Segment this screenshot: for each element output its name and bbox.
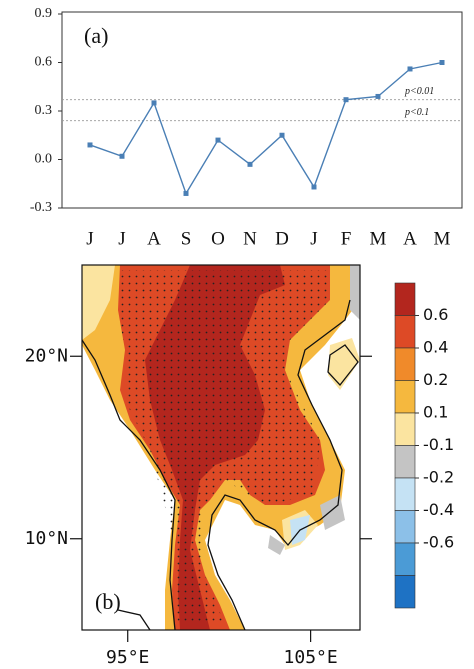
x-tick-label: M	[370, 228, 387, 249]
colorbar-swatch	[394, 315, 416, 349]
y-tick-label: 20°N	[25, 345, 68, 366]
colorbar-label: 0.1	[423, 403, 448, 422]
colorbar-swatch	[394, 347, 416, 381]
colorbar-swatch	[394, 542, 416, 576]
plot-frame	[61, 11, 463, 209]
point	[439, 60, 445, 65]
reference-label: p<0.1	[404, 107, 429, 118]
point	[215, 137, 221, 143]
colorbar-label: 0.4	[423, 338, 448, 357]
y-tick-label: 0.0	[35, 152, 53, 167]
point	[151, 100, 157, 106]
y-tick-label: 10°N	[25, 528, 68, 549]
x-tick-label: 95°E	[106, 647, 149, 668]
point	[343, 97, 349, 103]
colorbar-swatch	[394, 445, 416, 479]
y-tick-label: 0.6	[35, 55, 53, 70]
x-tick-label: N	[243, 228, 257, 249]
colorbar-swatch	[394, 575, 416, 609]
point	[279, 132, 285, 138]
line	[89, 61, 443, 196]
colorbar-label: -0.6	[423, 533, 454, 552]
y-tick-label: -0.3	[30, 200, 52, 215]
point	[119, 153, 125, 159]
reference-label: p<0.01	[404, 86, 434, 97]
x-tick-label: A	[147, 228, 161, 249]
x-tick-label: M	[434, 228, 451, 249]
colorbar-label: -0.2	[423, 468, 454, 487]
point	[311, 184, 317, 190]
map-region-low	[82, 265, 360, 550]
panel-label: (b)	[95, 589, 121, 614]
colorbar-label: 0.2	[423, 370, 448, 389]
colorbar-swatch	[394, 412, 416, 446]
x-tick-label: J	[310, 228, 317, 249]
colorbar-swatch	[394, 380, 416, 414]
point	[183, 190, 189, 196]
panel-label: (a)	[84, 23, 108, 48]
y-tick-label: 0.3	[35, 103, 53, 118]
point	[407, 66, 413, 72]
x-tick-label: J	[118, 228, 125, 249]
colorbar-swatch	[394, 282, 416, 316]
map-region-null	[268, 265, 360, 555]
colorbar-swatch	[394, 510, 416, 544]
x-tick-label: S	[181, 228, 192, 249]
x-tick-label: J	[86, 228, 93, 249]
x-tick-label: A	[403, 228, 417, 249]
colorbar-label: -0.4	[423, 500, 454, 519]
colorbar-label: -0.1	[423, 435, 454, 454]
point	[87, 142, 93, 148]
colorbar-swatch	[394, 477, 416, 511]
x-tick-label: F	[341, 228, 352, 249]
point	[247, 161, 253, 167]
point	[375, 93, 381, 99]
coastline	[81, 299, 359, 631]
colorbar-label: 0.6	[423, 305, 448, 324]
x-tick-label: O	[211, 228, 225, 249]
x-tick-label: 105°E	[284, 647, 338, 668]
x-tick-label: D	[275, 228, 289, 249]
map-frame	[81, 264, 361, 631]
map	[81, 265, 360, 631]
y-tick-label: 0.9	[35, 6, 53, 21]
